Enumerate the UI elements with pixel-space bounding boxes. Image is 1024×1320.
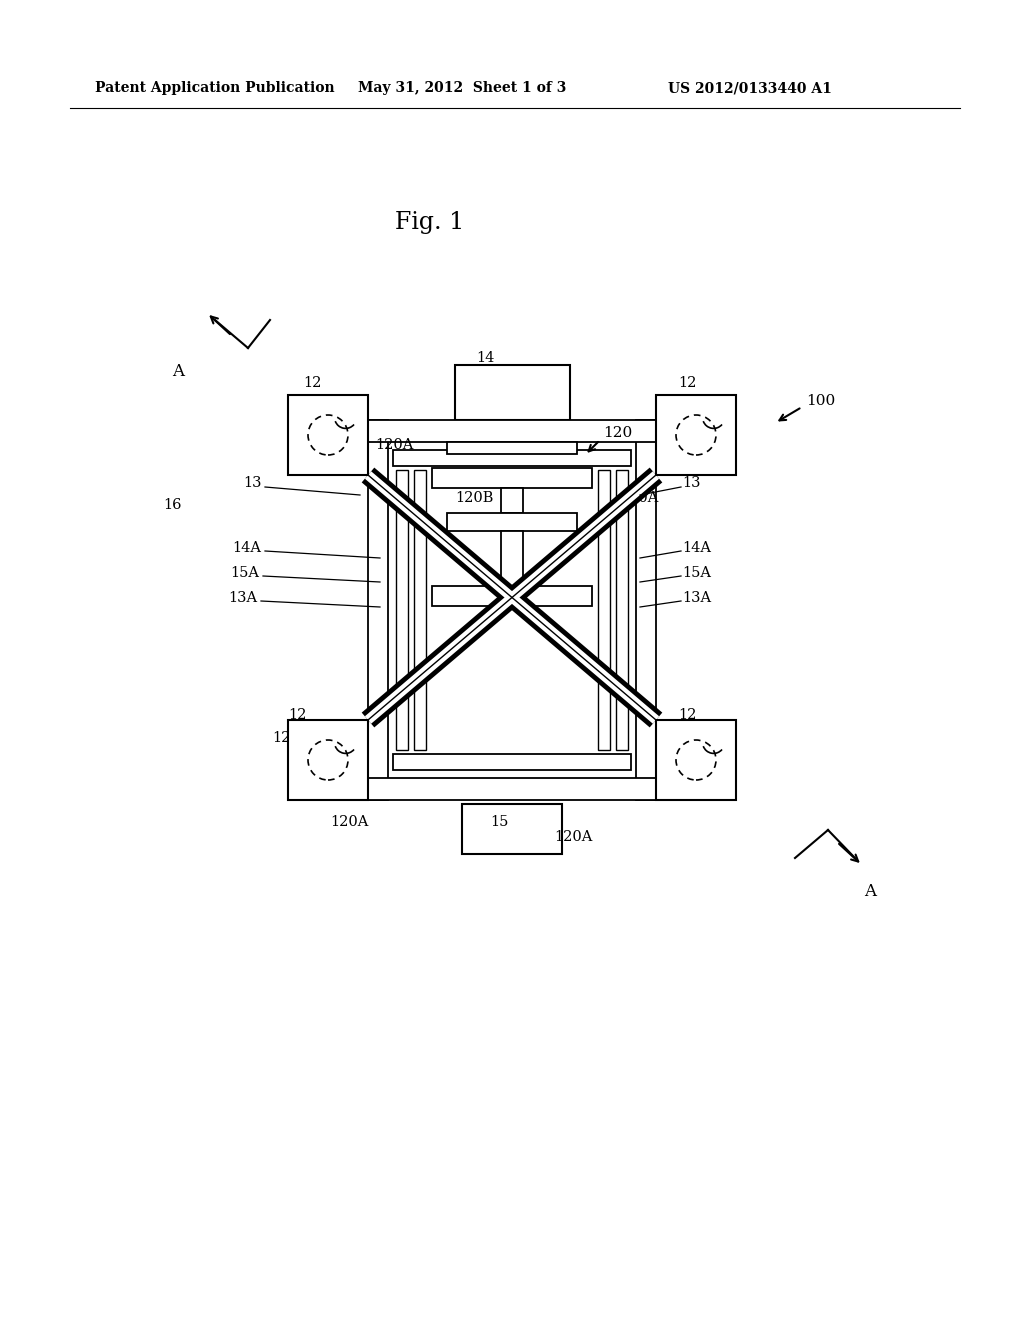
- Bar: [447, 513, 577, 531]
- Bar: [636, 420, 656, 800]
- Bar: [598, 470, 610, 750]
- Text: 120A: 120A: [375, 438, 414, 451]
- Bar: [432, 469, 592, 488]
- Text: 12: 12: [678, 708, 696, 722]
- Text: 15: 15: [490, 814, 508, 829]
- Text: 13: 13: [682, 477, 700, 490]
- Text: 12: 12: [288, 708, 306, 722]
- Bar: [455, 366, 569, 420]
- Text: 16: 16: [163, 498, 181, 512]
- Bar: [288, 395, 368, 475]
- Text: 14A: 14A: [232, 541, 261, 554]
- Bar: [501, 488, 523, 513]
- Text: 12: 12: [678, 376, 696, 389]
- Text: A: A: [172, 363, 184, 380]
- Text: 120A: 120A: [620, 491, 658, 506]
- Bar: [656, 719, 736, 800]
- Bar: [393, 754, 631, 770]
- Text: 13A: 13A: [228, 591, 257, 605]
- Text: Fig. 1: Fig. 1: [395, 210, 465, 234]
- Text: May 31, 2012  Sheet 1 of 3: May 31, 2012 Sheet 1 of 3: [358, 81, 566, 95]
- Text: 12A: 12A: [683, 731, 712, 744]
- Bar: [288, 719, 368, 800]
- Bar: [414, 470, 426, 750]
- Bar: [656, 395, 736, 475]
- Bar: [462, 804, 562, 854]
- Text: 15A: 15A: [682, 566, 711, 579]
- Bar: [393, 450, 631, 466]
- Text: 120A: 120A: [330, 814, 369, 829]
- Text: 12: 12: [303, 376, 322, 389]
- Bar: [501, 531, 523, 586]
- Text: 13A: 13A: [682, 591, 711, 605]
- Text: 13: 13: [243, 477, 261, 490]
- Bar: [368, 420, 388, 800]
- Text: 14: 14: [476, 351, 495, 366]
- Bar: [616, 470, 628, 750]
- Text: A: A: [864, 883, 876, 900]
- Bar: [368, 777, 656, 800]
- Text: 120B: 120B: [455, 491, 494, 506]
- Bar: [432, 586, 592, 606]
- Bar: [396, 470, 408, 750]
- Text: 14A: 14A: [682, 541, 711, 554]
- Text: 12A: 12A: [272, 731, 301, 744]
- Bar: [447, 442, 577, 454]
- Text: 12A: 12A: [288, 399, 317, 413]
- Text: 15A: 15A: [230, 566, 259, 579]
- Text: Patent Application Publication: Patent Application Publication: [95, 81, 335, 95]
- Text: US 2012/0133440 A1: US 2012/0133440 A1: [668, 81, 831, 95]
- Text: 120A: 120A: [554, 830, 592, 843]
- Text: 100: 100: [806, 393, 836, 408]
- Text: 120: 120: [603, 426, 632, 440]
- Bar: [368, 420, 656, 442]
- Text: 12A: 12A: [683, 399, 712, 413]
